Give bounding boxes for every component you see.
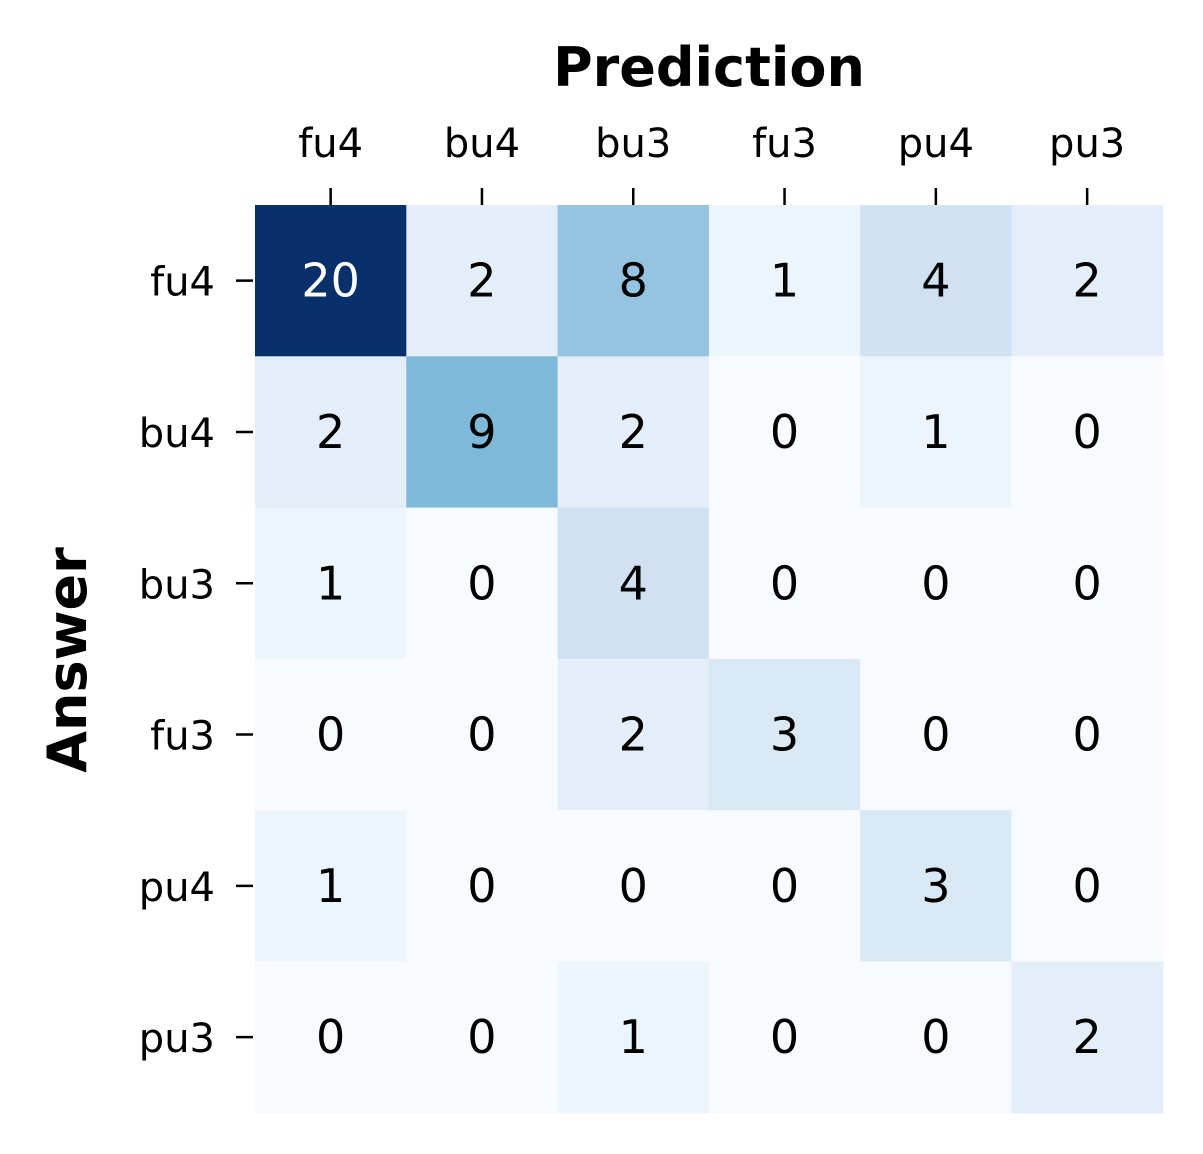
heatmap-cell <box>708 507 861 660</box>
heatmap-cell <box>860 961 1013 1114</box>
heatmap-cell <box>860 205 1013 357</box>
heatmap-cell <box>406 205 559 357</box>
cell-value-label: 3 <box>921 859 950 913</box>
y-tick-label: fu3 <box>150 714 215 760</box>
x-tick-label: pu4 <box>898 121 974 167</box>
heatmap-cell <box>557 507 710 660</box>
cell-value-label: 1 <box>619 1010 648 1064</box>
cell-value-label: 0 <box>921 556 950 610</box>
y-tick-label: bu3 <box>139 562 215 608</box>
heatmap-cell <box>557 658 710 811</box>
y-tick-label: fu4 <box>150 260 215 306</box>
heatmap-cell <box>406 356 559 509</box>
heatmap-cell <box>708 961 861 1114</box>
y-tick-label: bu4 <box>139 411 215 457</box>
heatmap-cell <box>708 810 861 963</box>
cell-value-label: 4 <box>921 254 950 308</box>
y-axis-title: Answer <box>36 547 99 773</box>
heatmap-cell <box>406 507 559 660</box>
cell-value-label: 20 <box>301 254 360 308</box>
y-tick-label: pu3 <box>139 1016 215 1062</box>
cell-value-label: 3 <box>770 708 799 762</box>
heatmap-cell <box>708 658 861 811</box>
cell-value-label: 0 <box>1073 556 1102 610</box>
cell-value-label: 0 <box>316 1010 345 1064</box>
heatmap-cell <box>255 810 407 963</box>
cell-value-label: 2 <box>1073 254 1102 308</box>
cell-value-label: 0 <box>770 556 799 610</box>
heatmap-cell <box>708 356 861 509</box>
cell-value-label: 0 <box>770 1010 799 1064</box>
x-tick-label: fu4 <box>298 121 363 167</box>
x-tick-label: bu3 <box>595 121 671 167</box>
heatmap-cell <box>255 205 407 357</box>
cell-value-label: 0 <box>316 708 345 762</box>
y-axis-ticks: fu4 bu4 bu3 fu3 pu4 pu3 <box>139 260 253 1062</box>
heatmap-cell <box>255 961 407 1114</box>
cell-value-label: 1 <box>316 859 345 913</box>
cell-value-label: 0 <box>1073 708 1102 762</box>
heatmap-cell <box>255 356 407 509</box>
cell-value-label: 8 <box>619 254 648 308</box>
x-axis-ticks: fu4 bu4 bu3 fu3 pu4 pu3 <box>298 121 1125 205</box>
heatmap-cell <box>860 356 1013 509</box>
cell-value-label: 0 <box>467 556 496 610</box>
heatmap-cell <box>557 961 710 1114</box>
heatmap-cell <box>1011 810 1164 963</box>
cell-value-label: 2 <box>619 708 648 762</box>
cell-value-label: 2 <box>1073 1010 1102 1064</box>
cell-value-label: 4 <box>619 556 648 610</box>
cell-value-label: 0 <box>467 1010 496 1064</box>
cell-value-label: 0 <box>1073 859 1102 913</box>
cell-value-label: 9 <box>467 405 496 459</box>
heatmap-cell <box>557 356 710 509</box>
cell-value-label: 1 <box>921 405 950 459</box>
cell-value-label: 0 <box>1073 405 1102 459</box>
heatmap-cell <box>557 205 710 357</box>
y-tick-label: pu4 <box>139 865 215 911</box>
cell-value-label: 0 <box>770 405 799 459</box>
heatmap-cell <box>255 507 407 660</box>
heatmap-cell <box>1011 961 1164 1114</box>
cell-value-label: 0 <box>467 708 496 762</box>
heatmap-cell <box>860 810 1013 963</box>
heatmap-cell <box>557 810 710 963</box>
heatmap-cell <box>406 658 559 811</box>
cell-value-label: 0 <box>467 859 496 913</box>
x-axis-title: Prediction <box>553 36 865 99</box>
cell-value-label: 2 <box>316 405 345 459</box>
heatmap-cell <box>255 658 407 811</box>
heatmap-cell <box>406 810 559 963</box>
x-tick-label: pu3 <box>1049 121 1125 167</box>
x-tick-label: bu4 <box>444 121 520 167</box>
heatmap-cell <box>1011 507 1164 660</box>
heatmap-cell <box>406 961 559 1114</box>
cell-value-label: 0 <box>770 859 799 913</box>
heatmap-cell <box>708 205 861 357</box>
cell-value-label: 0 <box>921 708 950 762</box>
cell-value-label: 0 <box>921 1010 950 1064</box>
heatmap-cell <box>1011 658 1164 811</box>
cell-value-label: 1 <box>770 254 799 308</box>
heatmap-cell <box>860 658 1013 811</box>
heatmap-cells: 20 2 8 1 4 22 9 2 0 1 01 0 4 0 0 00 0 2 3 0 01 0 0 0 3 00 0 1 0 0 2 <box>255 205 1164 1114</box>
x-tick-label: fu3 <box>752 121 817 167</box>
cell-value-label: 0 <box>619 859 648 913</box>
heatmap-cell <box>1011 205 1164 357</box>
heatmap-cell <box>1011 356 1164 509</box>
heatmap-cell <box>860 507 1013 660</box>
cell-value-label: 2 <box>467 254 496 308</box>
cell-value-label: 1 <box>316 556 345 610</box>
cell-value-label: 2 <box>619 405 648 459</box>
